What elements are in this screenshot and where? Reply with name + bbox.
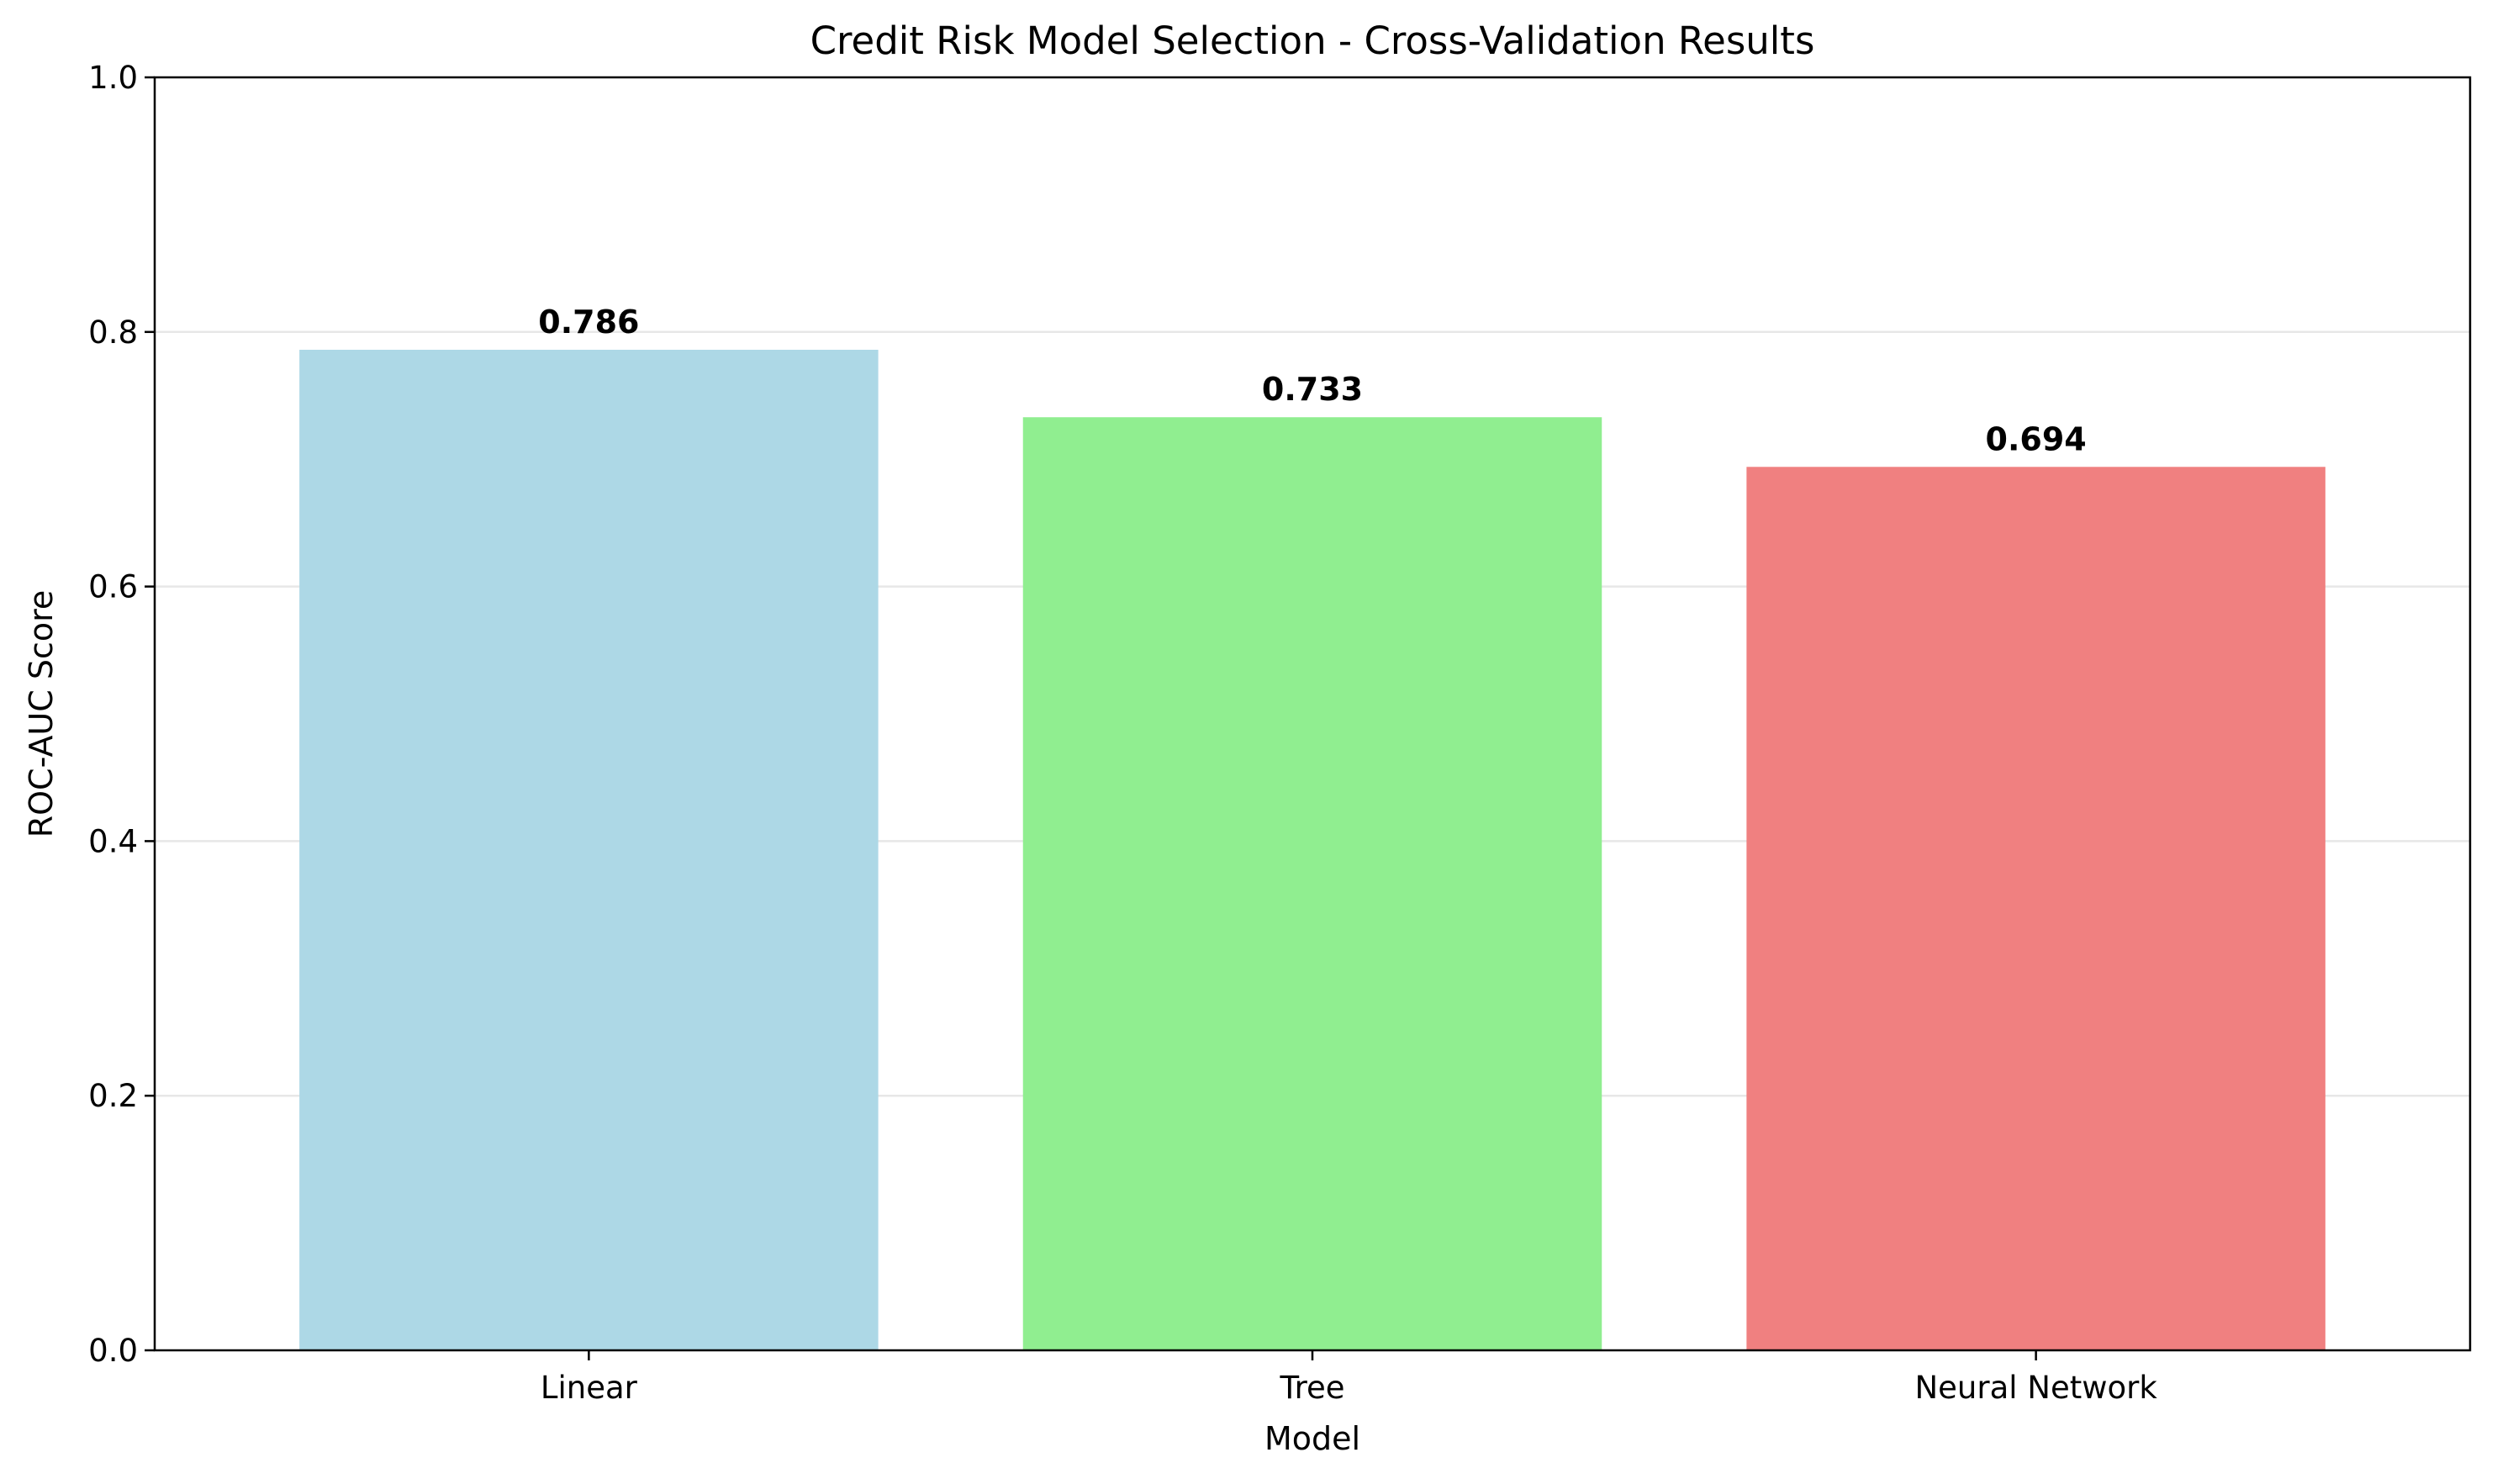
chart-title: Credit Risk Model Selection - Cross-Vali… (810, 18, 1815, 63)
y-axis-label: ROC-AUC Score (23, 590, 60, 838)
y-tick-label: 0.6 (88, 569, 138, 605)
bar (299, 349, 879, 1351)
x-axis-label: Model (1264, 1420, 1360, 1457)
bar-value-label: 0.694 (1986, 420, 2087, 457)
y-tick-label: 0.2 (88, 1078, 138, 1114)
y-tick-label: 0.0 (88, 1333, 138, 1369)
bar (1746, 467, 2325, 1351)
data-labels: 0.786 0.733 0.694 (538, 304, 2086, 457)
y-tick-label: 0.8 (88, 314, 138, 351)
bar (1022, 417, 1602, 1350)
bar-value-label: 0.786 (538, 304, 639, 341)
bars (299, 349, 2325, 1351)
axis-ticks: 0.0 0.2 0.4 0.6 0.8 1.0 Linear Tree Neural Netwo… (88, 60, 2157, 1406)
x-tick-label: Linear (541, 1370, 638, 1406)
y-tick-label: 0.4 (88, 823, 138, 859)
y-tick-label: 1.0 (88, 60, 138, 96)
bar-value-label: 0.733 (1262, 371, 1363, 408)
x-tick-label: Tree (1279, 1370, 1344, 1406)
x-tick-label: Neural Network (1914, 1370, 2157, 1406)
